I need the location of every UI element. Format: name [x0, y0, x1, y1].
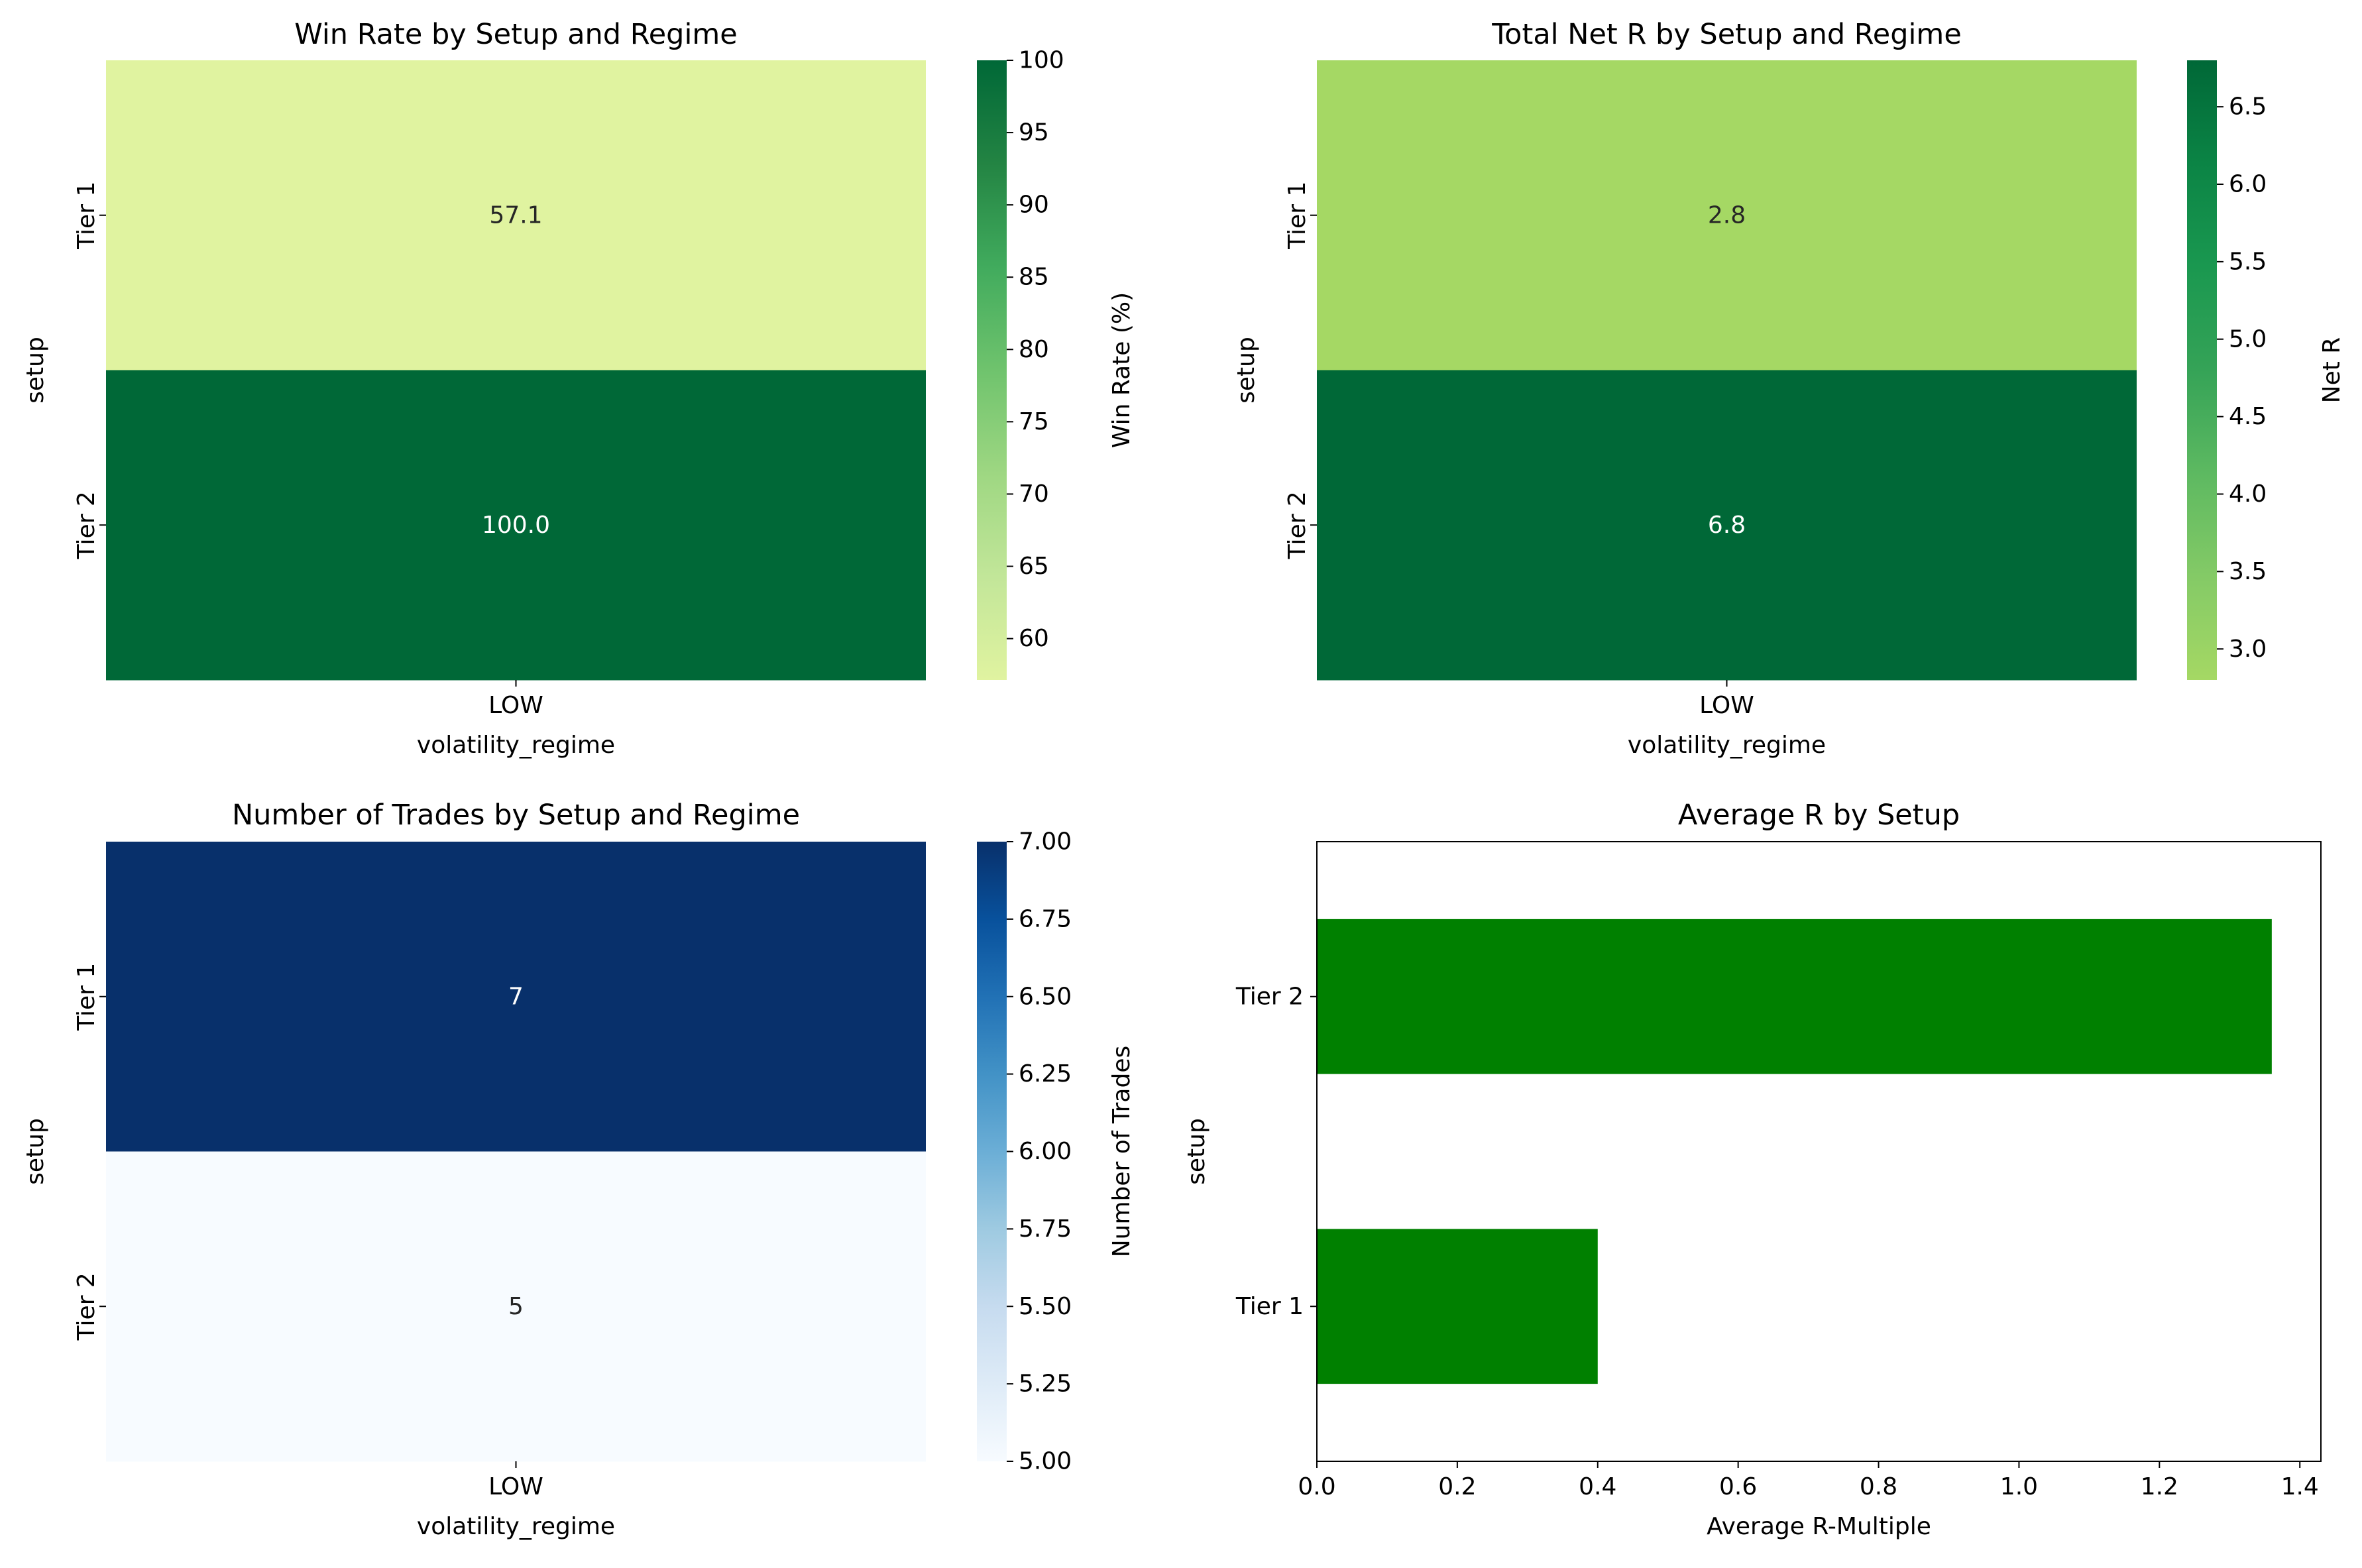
colorbar-tick-label: 4.5	[2229, 403, 2267, 430]
colorbar-label: Net R	[2318, 337, 2345, 404]
y-tick-label: Tier 1	[1235, 1293, 1304, 1320]
x-tick-label: 1.4	[2281, 1473, 2319, 1500]
colorbar	[2187, 60, 2217, 680]
x-tick-label: 0.6	[1719, 1473, 1757, 1500]
heatmap-chart-3: 7 5 Tier 1 Tier 2 LOW volatility_regime setup N…	[22, 799, 1135, 1540]
colorbar-tick-label: 5.75	[1019, 1215, 1072, 1243]
cell-annotation: 6.8	[1708, 512, 1746, 539]
x-axis-label: Average R-Multiple	[1707, 1513, 1931, 1540]
heatmap-chart-2: 2.8 6.8 Tier 1 Tier 2 LOW volatility_regime se…	[1233, 18, 2345, 759]
colorbar-label: Number of Trades	[1108, 1046, 1135, 1258]
colorbar-tick-label: 6.5	[2229, 93, 2267, 121]
cell-annotation: 100.0	[482, 512, 550, 539]
y-tick-label: Tier 2	[73, 1272, 100, 1341]
x-tick-label: 1.2	[2141, 1473, 2178, 1500]
colorbar-tick-label: 3.5	[2229, 558, 2267, 585]
colorbar-tick-label: 60	[1019, 625, 1049, 652]
colorbar-tick-label: 6.25	[1019, 1060, 1072, 1088]
heatmap-cell	[106, 370, 926, 681]
colorbar-tick-label: 5.50	[1019, 1293, 1072, 1320]
colorbar	[977, 60, 1007, 680]
bar	[1317, 1229, 1598, 1384]
colorbar-tick-label: 5.0	[2229, 325, 2267, 353]
heatmap-cell	[1317, 60, 2137, 370]
colorbar-tick-label: 7.00	[1019, 828, 1072, 856]
colorbar-tick-label: 65	[1019, 553, 1049, 580]
y-tick-label: Tier 2	[1284, 491, 1311, 559]
x-axis-label: volatility_regime	[417, 1513, 615, 1540]
chart-title: Number of Trades by Setup and Regime	[232, 799, 800, 832]
colorbar-tick-label: 75	[1019, 408, 1049, 435]
heatmap-chart-1: 57.1 100.0 Tier 1 Tier 2 LOW volatility_regim…	[22, 18, 1135, 759]
x-tick-label: LOW	[1699, 692, 1754, 719]
heatmap-cell	[1317, 370, 2137, 681]
x-tick-label: 0.4	[1579, 1473, 1616, 1500]
chart-title: Win Rate by Setup and Regime	[294, 18, 738, 51]
x-tick-label: 0.8	[1860, 1473, 1897, 1500]
x-tick-label: 0.0	[1298, 1473, 1335, 1500]
x-tick-label: 1.0	[2000, 1473, 2038, 1500]
y-axis-label: setup	[22, 1118, 49, 1185]
colorbar-tick-label: 100	[1019, 47, 1064, 74]
y-tick-label: Tier 2	[73, 491, 100, 559]
x-tick-label: 0.2	[1438, 1473, 1476, 1500]
cell-annotation: 7	[508, 983, 524, 1010]
cell-annotation: 5	[508, 1293, 524, 1320]
colorbar-label: Win Rate (%)	[1108, 292, 1135, 448]
colorbar-tick-label: 6.50	[1019, 983, 1072, 1010]
x-axis-label: volatility_regime	[417, 732, 615, 759]
bar-chart: Tier 1 Tier 2 0.0 0.2 0.4 0.6 0.8 1.0 1.2 1.4 Aver…	[1183, 799, 2322, 1540]
colorbar-tick-label: 5.25	[1019, 1371, 1072, 1398]
colorbar-tick-label: 5.5	[2229, 248, 2267, 275]
x-tick-label: LOW	[488, 1473, 543, 1500]
chart-title: Total Net R by Setup and Regime	[1491, 18, 1962, 51]
y-tick-label: Tier 1	[73, 182, 100, 250]
y-tick-label: Tier 1	[73, 963, 100, 1031]
y-axis-label: setup	[1233, 337, 1260, 404]
y-tick-label: Tier 1	[1284, 182, 1311, 250]
bar	[1317, 919, 2272, 1074]
x-axis-label: volatility_regime	[1628, 732, 1826, 759]
cell-annotation: 2.8	[1708, 201, 1746, 229]
colorbar-tick-label: 3.0	[2229, 636, 2267, 663]
heatmap-cell	[106, 1151, 926, 1462]
colorbar-tick-label: 6.00	[1019, 1138, 1072, 1165]
colorbar-tick-label: 70	[1019, 480, 1049, 508]
x-tick-label: LOW	[488, 692, 543, 719]
colorbar-tick-label: 5.00	[1019, 1448, 1072, 1475]
heatmap-cell	[106, 842, 926, 1152]
heatmap-cell	[106, 60, 926, 370]
colorbar-tick-label: 6.0	[2229, 171, 2267, 198]
colorbar	[977, 842, 1007, 1461]
y-tick-label: Tier 2	[1235, 983, 1304, 1010]
y-axis-label: setup	[1183, 1118, 1210, 1185]
colorbar-tick-label: 85	[1019, 264, 1049, 291]
cell-annotation: 57.1	[489, 201, 542, 229]
colorbar-tick-label: 6.75	[1019, 905, 1072, 932]
y-axis-label: setup	[22, 337, 49, 404]
plot-frame	[1316, 841, 2322, 1462]
colorbar-tick-label: 80	[1019, 336, 1049, 363]
chart-title: Average R by Setup	[1678, 799, 1960, 832]
colorbar-tick-label: 90	[1019, 192, 1049, 219]
colorbar-tick-label: 4.0	[2229, 480, 2267, 508]
colorbar-tick-label: 95	[1019, 119, 1049, 146]
